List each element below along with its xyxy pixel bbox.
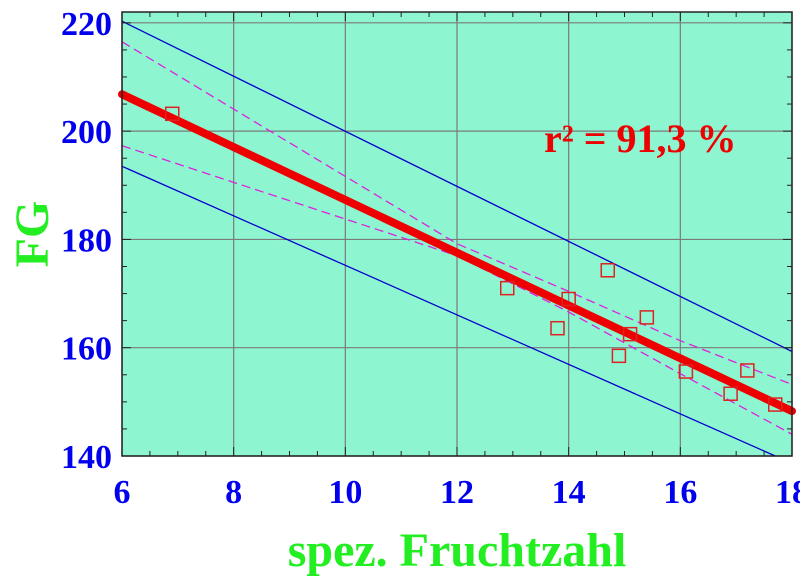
fit [118,90,796,416]
data-point [723,386,738,401]
x-tick-label: 14 [552,474,586,511]
prediction-band-lower [121,165,776,457]
x-tick-label: 6 [114,474,131,511]
confidence-band-lower [121,145,793,435]
x-tick-label: 10 [328,474,362,511]
r-squared-annotation: r² = 91,3 % [544,116,737,161]
data-point [550,320,565,336]
x-tick-label: 8 [225,474,242,511]
confidence-band-upper [121,41,793,386]
x-tick-label: 12 [440,474,474,511]
x-axis-title: spez. Fruchtzahl [288,524,627,577]
data-point [740,363,755,378]
data-point [639,310,655,325]
x-tick-label: 16 [663,474,697,511]
data-point [611,348,627,364]
tick-labels: 6 8 10 12 14 16 18 140 160 180 200 220 [61,6,800,511]
data-points [165,106,783,412]
bands [121,20,793,457]
x-tick-label: 18 [775,474,800,511]
prediction-band-upper [121,20,793,353]
y-tick-label: 160 [61,331,112,368]
data-point [561,291,576,307]
data-point [622,326,638,342]
y-tick-label: 220 [61,6,112,43]
regression-line [118,90,796,416]
data-point [600,263,615,278]
y-tick-label: 140 [61,439,112,476]
data-point [678,364,694,379]
data-point [165,106,180,122]
ticks [121,12,793,457]
y-axis-title: FG [6,201,59,268]
y-tick-label: 200 [61,114,112,151]
data-point [500,280,515,296]
y-tick-label: 180 [61,222,112,259]
data-point [768,397,783,412]
